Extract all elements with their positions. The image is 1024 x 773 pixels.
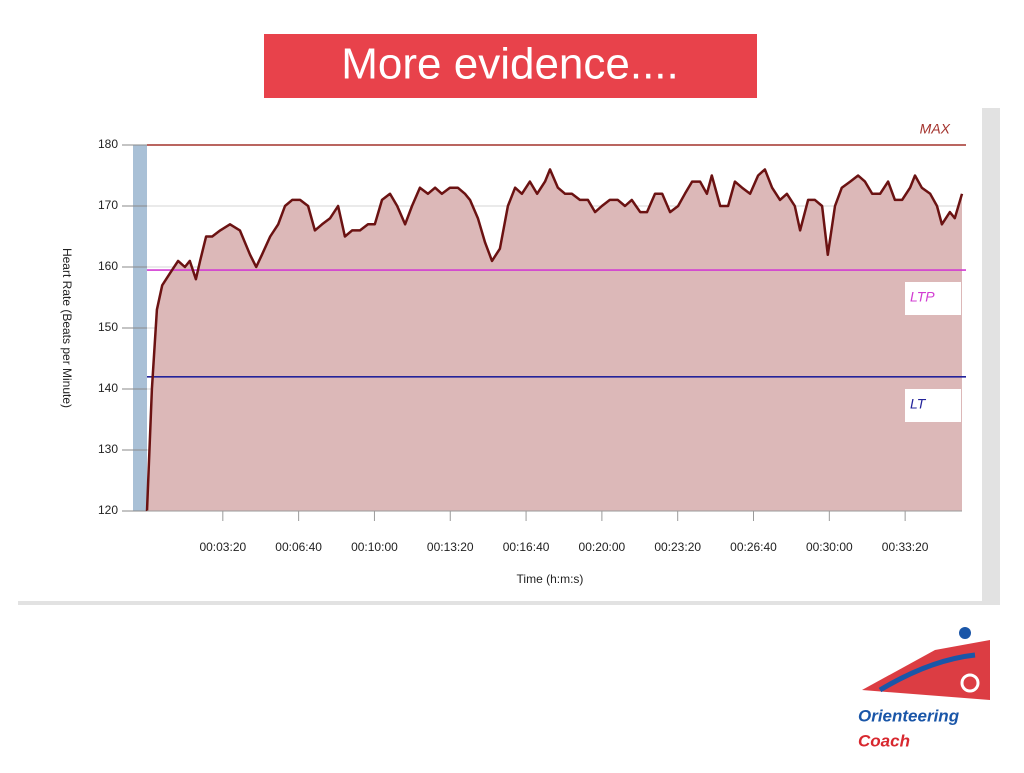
title-box bbox=[264, 34, 757, 98]
x-tick-label: 00:16:40 bbox=[503, 540, 550, 554]
x-tick-label: 00:06:40 bbox=[275, 540, 322, 554]
y-tick-label: 180 bbox=[98, 137, 118, 151]
y-tick-label: 150 bbox=[98, 320, 118, 334]
panel-shadow bbox=[982, 108, 1000, 605]
y-tick-label: 130 bbox=[98, 442, 118, 456]
x-tick-label: 00:23:20 bbox=[654, 540, 701, 554]
panel-shadow bbox=[18, 601, 1000, 605]
x-tick-label: 00:10:00 bbox=[351, 540, 398, 554]
x-tick-label: 00:26:40 bbox=[730, 540, 777, 554]
reference-label-box bbox=[905, 389, 961, 422]
area-fill bbox=[147, 169, 962, 511]
x-tick-label: 00:30:00 bbox=[806, 540, 853, 554]
logo: Orienteering Coach bbox=[858, 627, 990, 750]
logo-text: Orienteering bbox=[858, 706, 960, 725]
reference-label: LT bbox=[910, 396, 927, 412]
y-tick-label: 140 bbox=[98, 381, 118, 395]
x-tick-label: 00:03:20 bbox=[199, 540, 246, 554]
reference-label: MAX bbox=[920, 121, 951, 137]
logo-control bbox=[960, 673, 980, 693]
x-tick-label: 00:33:20 bbox=[882, 540, 929, 554]
y-tick-label: 170 bbox=[98, 198, 118, 212]
logo-swoosh bbox=[878, 652, 976, 693]
logo-head bbox=[959, 627, 971, 639]
plot: 120 130 140 150 160 170 180 00:03:20 00:06:40 00:… bbox=[98, 121, 966, 554]
x-axis-label: Time (h:m:s) bbox=[517, 572, 584, 586]
reference-label: LTP bbox=[910, 289, 935, 305]
logo-flag bbox=[862, 640, 990, 700]
x-tick-label: 00:20:00 bbox=[579, 540, 626, 554]
heart-rate-line bbox=[145, 168, 964, 512]
y-axis-label: Heart Rate (Beats per Minute) bbox=[60, 248, 74, 408]
slide-title: More evidence.... bbox=[341, 40, 679, 89]
logo-text: Coach bbox=[858, 731, 910, 750]
y-tick-label: 160 bbox=[98, 259, 118, 273]
x-tick-label: 00:13:20 bbox=[427, 540, 474, 554]
reference-label-box bbox=[905, 282, 961, 315]
y-tick-label: 120 bbox=[98, 503, 118, 517]
